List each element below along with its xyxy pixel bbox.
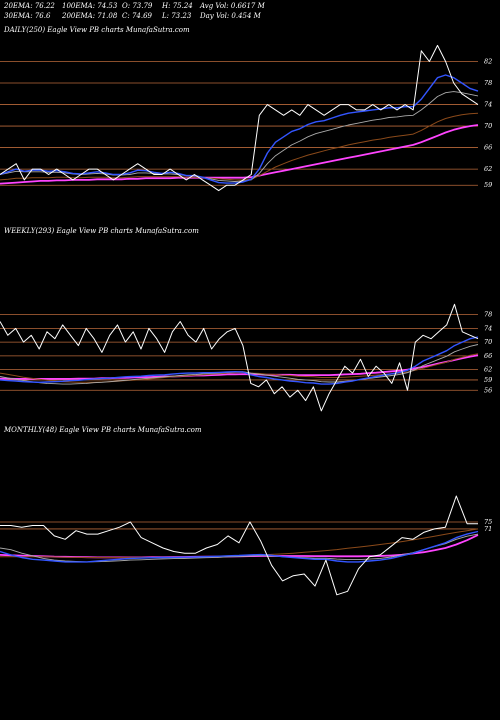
weekly-y-tick-label: 70: [484, 338, 492, 346]
weekly-chart-title: WEEKLY(293) Eagle View PB charts MunafaS…: [4, 227, 199, 235]
daily-y-tick-label: 66: [484, 144, 492, 152]
ema30-readout: 30EMA: 76.6: [4, 12, 51, 20]
daily-y-tick-label: 70: [484, 122, 492, 130]
daily-y-tick-label: 59: [484, 181, 492, 189]
daily-y-tick-label: 82: [484, 58, 492, 66]
daily-y-tick-label: 74: [484, 101, 492, 109]
weekly-ema-pink-line: [0, 354, 479, 380]
ema100-readout: 100EMA: 74.53: [62, 2, 118, 10]
monthly-y-tick-label: 71: [484, 525, 492, 533]
close-readout: C: 74.69: [122, 12, 152, 20]
ema20-readout: 20EMA: 76.22: [4, 2, 55, 10]
weekly-y-tick-label: 62: [484, 366, 492, 374]
daily-chart: 82 78 74 70 66 62 59: [0, 44, 492, 192]
weekly-y-tick-label: 74: [484, 324, 492, 332]
monthly-price-line: [0, 495, 478, 596]
high-readout: H: 75.24: [162, 2, 193, 10]
weekly-price-line: [0, 303, 479, 412]
daily-y-tick-label: 62: [484, 165, 492, 173]
daily-y-tick-label: 78: [484, 79, 492, 87]
weekly-chart: 78 74 70 66 62 59 56: [0, 303, 492, 412]
daily-ema-pink-line: [0, 124, 479, 185]
weekly-y-tick-label: 66: [484, 352, 492, 360]
weekly-y-tick-label: 59: [484, 376, 492, 384]
low-readout: L: 73.23: [162, 12, 192, 20]
open-readout: O: 73.79: [122, 2, 153, 10]
monthly-ema-fast-line: [0, 530, 479, 563]
ema200-readout: 200EMA: 71.08: [62, 12, 118, 20]
monthly-y-tick-label: 75: [484, 518, 492, 526]
daily-ema-fast-line: [0, 74, 479, 184]
daily-ema-brown-line: [0, 112, 479, 181]
weekly-y-tick-label: 78: [484, 311, 492, 319]
daily-chart-title: DAILY(250) Eagle View PB charts MunafaSu…: [4, 26, 190, 34]
weekly-ema-fast-line: [0, 336, 479, 385]
avg-vol-readout: Avg Vol: 0.6617 M: [200, 2, 265, 10]
weekly-y-tick-label: 56: [484, 386, 492, 394]
monthly-chart-title: MONTHLY(48) Eagle View PB charts MunafaS…: [4, 426, 202, 434]
daily-price-line: [0, 44, 479, 192]
day-vol-readout: Day Vol: 0.454 M: [200, 12, 261, 20]
